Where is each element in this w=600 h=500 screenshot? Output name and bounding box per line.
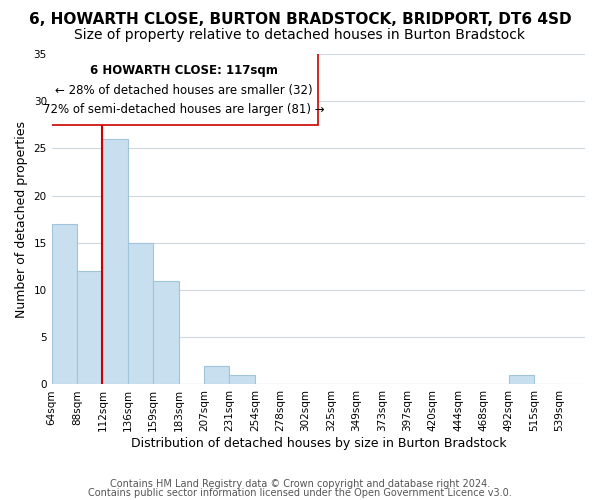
Text: Contains HM Land Registry data © Crown copyright and database right 2024.: Contains HM Land Registry data © Crown c… xyxy=(110,479,490,489)
Text: 72% of semi-detached houses are larger (81) →: 72% of semi-detached houses are larger (… xyxy=(43,103,325,116)
FancyBboxPatch shape xyxy=(49,52,319,125)
Text: 6, HOWARTH CLOSE, BURTON BRADSTOCK, BRIDPORT, DT6 4SD: 6, HOWARTH CLOSE, BURTON BRADSTOCK, BRID… xyxy=(29,12,571,28)
Text: 6 HOWARTH CLOSE: 117sqm: 6 HOWARTH CLOSE: 117sqm xyxy=(90,64,278,78)
Text: Size of property relative to detached houses in Burton Bradstock: Size of property relative to detached ho… xyxy=(74,28,526,42)
Bar xyxy=(509,375,534,384)
Bar xyxy=(229,375,255,384)
Bar xyxy=(103,139,128,384)
Bar xyxy=(128,243,153,384)
Y-axis label: Number of detached properties: Number of detached properties xyxy=(15,120,28,318)
X-axis label: Distribution of detached houses by size in Burton Bradstock: Distribution of detached houses by size … xyxy=(131,437,506,450)
Bar xyxy=(77,271,103,384)
Bar xyxy=(153,280,179,384)
Text: ← 28% of detached houses are smaller (32): ← 28% of detached houses are smaller (32… xyxy=(55,84,313,97)
Text: Contains public sector information licensed under the Open Government Licence v3: Contains public sector information licen… xyxy=(88,488,512,498)
Bar xyxy=(204,366,229,384)
Bar xyxy=(52,224,77,384)
